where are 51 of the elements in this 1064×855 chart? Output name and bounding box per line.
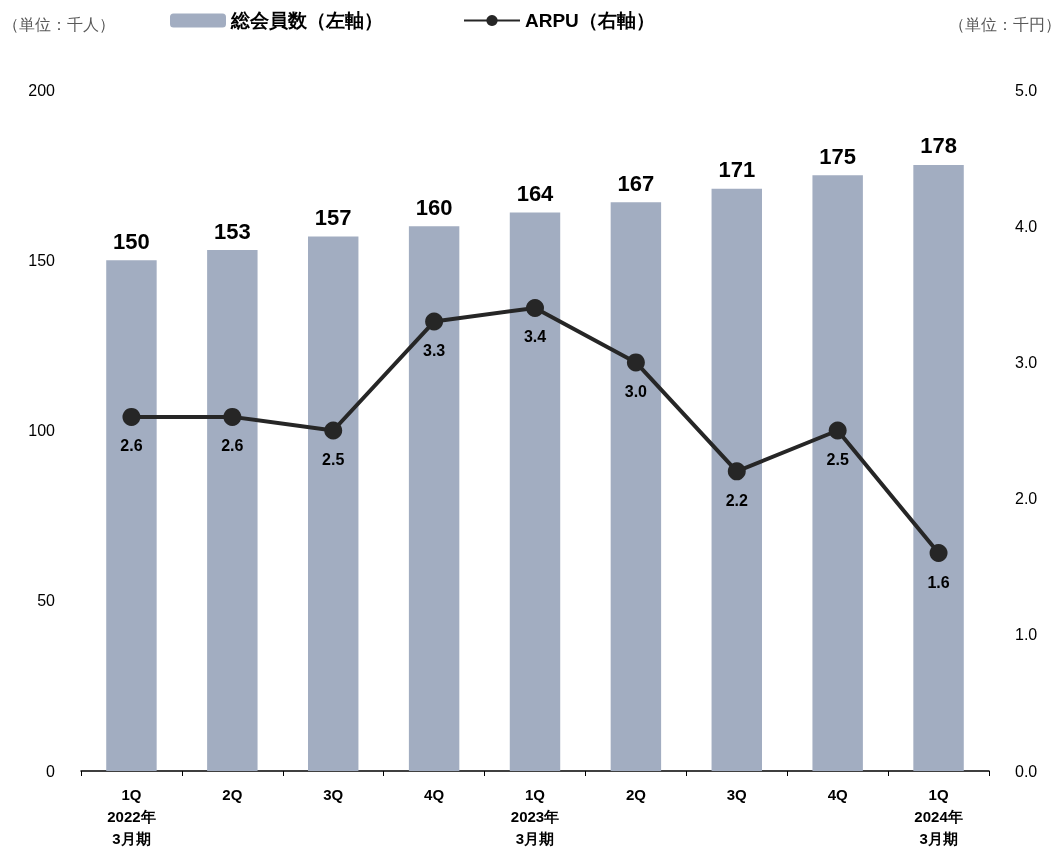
y-tick-label: 200: [28, 81, 56, 99]
point: [727, 462, 746, 481]
data-label: 2.2: [725, 491, 748, 509]
data-label: 171: [718, 157, 756, 183]
point: [324, 421, 343, 440]
data-label: 175: [819, 143, 857, 169]
point: [526, 298, 544, 317]
x-tick-label: 3Q: [323, 785, 344, 803]
data-label: 2.6: [120, 437, 143, 455]
point: [122, 407, 141, 426]
data-label: 153: [213, 218, 251, 244]
x-tick-label: 1Q 2024年 3月期: [914, 785, 963, 847]
y2-axis-title: （単位：千円）: [949, 15, 1061, 33]
data-label: 157: [314, 204, 352, 230]
point: [626, 353, 645, 372]
data-label: 1.6: [927, 573, 950, 591]
y-tick-label: 50: [37, 592, 56, 610]
y2-tick-label: 2.0: [1015, 490, 1038, 508]
y2-tick-label: 5.0: [1015, 81, 1038, 99]
point: [929, 544, 948, 563]
data-label: 3.3: [422, 342, 446, 360]
y2-tick-label: 3.0: [1015, 353, 1038, 371]
y2-tick-label: 4.0: [1015, 217, 1038, 235]
y-tick-label: 0: [46, 762, 56, 780]
y-tick-label: 100: [28, 422, 56, 439]
point: [223, 407, 242, 426]
data-label: 164: [516, 181, 555, 207]
y-axis-title: （単位：千人）: [3, 15, 115, 33]
data-label: 178: [920, 133, 957, 159]
data-label: 3.0: [624, 382, 648, 400]
point: [828, 421, 847, 440]
x-tick-label: 2Q: [625, 785, 647, 803]
data-label: 167: [617, 170, 655, 196]
x-tick-label: 4Q: [424, 785, 445, 803]
x-tick-label: 4Q: [827, 785, 848, 803]
data-label: 2.5: [826, 451, 849, 468]
data-label: 160: [415, 194, 453, 220]
data-label: 2.5: [322, 451, 345, 468]
y-tick-label: 150: [28, 251, 56, 269]
point: [425, 312, 444, 331]
data-label: 3.4: [523, 328, 547, 346]
y2-tick-label: 0.0: [1015, 762, 1038, 780]
y2-tick-label: 1.0: [1015, 626, 1038, 644]
x-tick-label: 1Q 2022年 3月期: [107, 785, 156, 847]
legend-label: ARPU（右軸）: [525, 10, 655, 31]
x-tick-label: 1Q 2023年 3月期: [510, 785, 560, 847]
data-label: 150: [113, 228, 150, 254]
x-tick-label: 2Q: [222, 785, 243, 803]
legend-label: 総会員数（左軸）: [230, 10, 383, 31]
x-tick-label: 3Q: [726, 785, 748, 803]
data-label: 2.6: [221, 437, 244, 455]
